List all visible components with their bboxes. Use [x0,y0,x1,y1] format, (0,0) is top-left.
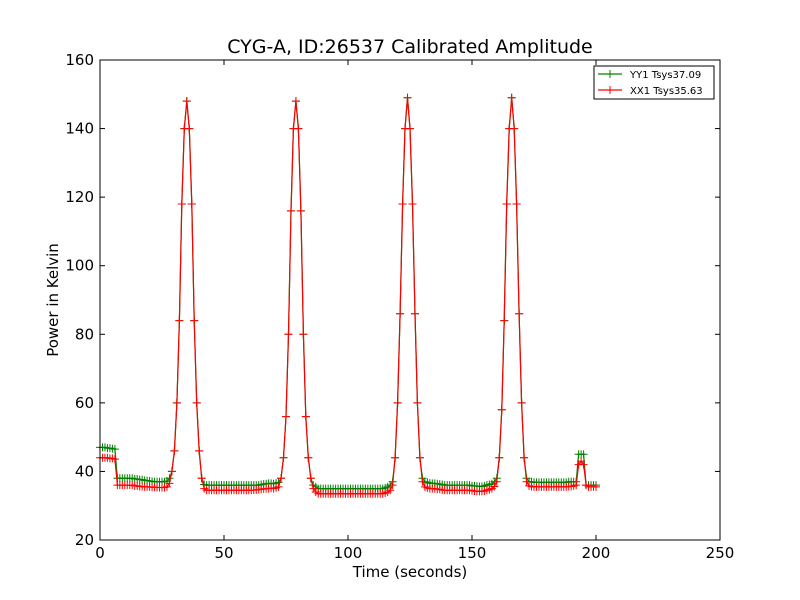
data-point [406,124,414,133]
series-layer [96,93,600,498]
legend-entry: XX1 Tsys35.63 [598,86,703,97]
y-tick-label: 120 [65,188,94,206]
y-tick-label: 160 [65,51,94,69]
x-tick-label: 100 [334,544,363,562]
data-point [386,486,395,495]
data-point [572,481,581,490]
data-point [396,309,405,318]
data-point [306,474,315,483]
legend-marker [606,70,614,78]
data-point [277,474,286,483]
data-point [299,330,308,339]
y-tick-label: 60 [75,394,94,412]
chart-title: CYG-A, ID:26537 Calibrated Amplitude [227,36,592,58]
data-point [274,482,283,491]
data-point [500,316,509,325]
y-tick-label: 80 [75,325,94,343]
legend-entry: YY1 Tsys37.09 [598,70,701,81]
data-point [510,124,519,133]
data-point [490,482,499,491]
x-tick-label: 200 [582,544,611,562]
data-point [393,398,402,407]
data-point [579,450,588,459]
y-tick-label: 40 [75,462,94,480]
data-point [294,124,303,133]
legend-marker [606,86,614,94]
data-point [175,316,184,325]
data-point [279,453,288,462]
data-point [185,124,194,133]
y-tick-label: 140 [65,120,94,138]
data-point [592,482,600,491]
x-axis-label: Time (seconds) [352,563,468,581]
x-axis: 0 50 100 150 200 250 [95,60,734,562]
legend: YY1 Tsys37.09 XX1 Tsys35.63 [593,65,715,100]
data-point [418,477,427,486]
data-point [502,200,511,208]
data-point [197,474,206,483]
series-1 [96,93,600,498]
data-point [165,479,174,488]
data-point [286,206,295,215]
data-point [413,398,422,407]
data-point [495,453,504,462]
data-point [388,481,397,490]
data-point [282,412,290,421]
data-point [408,200,417,208]
y-axis: 20 40 60 80 100 120 140 160 [65,51,720,549]
legend-label: XX1 Tsys35.63 [630,86,703,97]
y-axis-label: Power in Kelvin [44,243,62,357]
data-point [170,446,179,455]
data-point [512,200,521,208]
x-tick-label: 150 [458,544,487,562]
data-point [515,309,524,318]
x-tick-label: 0 [95,544,105,562]
data-point [110,455,119,464]
data-point [492,477,501,486]
data-point [192,398,201,407]
data-point [391,453,400,462]
data-point [579,460,588,469]
data-point [522,477,531,486]
data-point [182,97,191,106]
data-point [507,93,516,102]
data-point [195,446,204,455]
data-point [398,200,407,208]
data-point [177,200,186,208]
legend-box [593,65,715,100]
legend-label: YY1 Tsys37.09 [629,70,701,81]
data-point [110,445,119,454]
data-point [187,200,196,208]
x-tick-label: 250 [706,544,735,562]
data-point [520,453,529,462]
data-point [296,206,305,215]
data-point [304,453,313,462]
plot-frame [99,59,721,541]
data-point [190,316,199,325]
y-tick-label: 20 [75,531,94,549]
x-tick-label: 50 [214,544,233,562]
data-point [291,97,300,106]
data-point [410,309,419,318]
data-point [172,398,181,407]
data-point [403,93,412,102]
y-tick-label: 100 [65,257,94,275]
data-point [301,412,310,421]
data-point [497,405,506,414]
data-point [167,467,176,476]
data-point [415,453,424,462]
data-point [517,398,526,407]
data-point [284,330,293,339]
